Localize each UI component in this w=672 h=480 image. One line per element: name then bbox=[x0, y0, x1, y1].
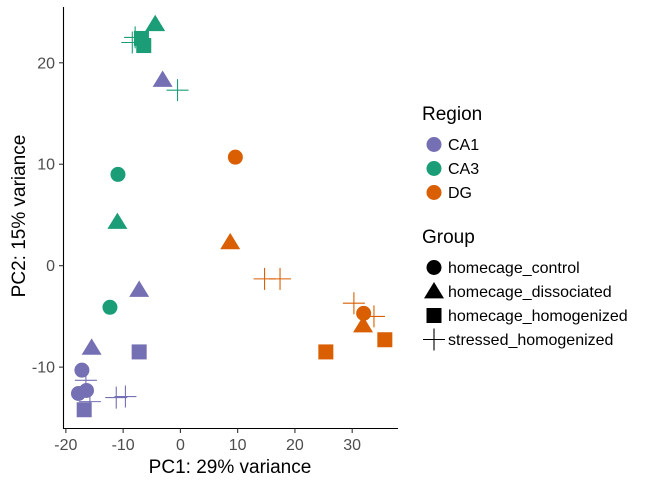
data-point bbox=[166, 79, 189, 102]
data-point bbox=[227, 149, 243, 165]
legend-label: CA1 bbox=[448, 137, 479, 154]
legend-key-ca3 bbox=[426, 161, 442, 176]
data-point bbox=[220, 232, 241, 250]
legend-key-circle bbox=[426, 260, 442, 275]
legend-key-ca1 bbox=[426, 137, 442, 152]
legend-key-square bbox=[426, 308, 442, 323]
data-point bbox=[114, 385, 137, 408]
legend-key-plus bbox=[423, 328, 445, 351]
data-point bbox=[145, 14, 166, 32]
x-axis-title: PC1: 29% variance bbox=[149, 457, 312, 478]
x-tick-label: 30 bbox=[343, 437, 361, 454]
x-axis-ticks: -20 -10 0 10 20 30 bbox=[54, 428, 361, 454]
data-point bbox=[131, 344, 147, 360]
legend-label: CA3 bbox=[448, 161, 479, 178]
data-point bbox=[105, 386, 128, 409]
data-point bbox=[353, 316, 374, 333]
legend: Region CA1 CA3 DG Group homecage_controlhomec… bbox=[422, 104, 628, 351]
data-point bbox=[102, 299, 118, 315]
x-tick-label: 10 bbox=[229, 437, 247, 454]
y-axis-title: PC2: 15% variance bbox=[9, 135, 30, 298]
legend-label: homecage_control bbox=[448, 260, 580, 277]
data-point bbox=[78, 390, 101, 413]
y-tick-label: 20 bbox=[37, 55, 55, 72]
data-point bbox=[136, 38, 152, 54]
data-point bbox=[110, 166, 126, 182]
y-axis-ticks: 20 10 0 -10 bbox=[32, 55, 64, 377]
data-point bbox=[318, 344, 334, 360]
data-point bbox=[342, 292, 365, 315]
x-tick-label: -20 bbox=[54, 437, 77, 454]
legend-key-dg bbox=[426, 185, 442, 200]
data-point bbox=[78, 382, 94, 398]
x-tick-label: 20 bbox=[286, 437, 304, 454]
legend-key-triangle bbox=[424, 282, 444, 299]
data-point bbox=[107, 212, 128, 229]
x-tick-label: 0 bbox=[176, 437, 185, 454]
legend-label: DG bbox=[448, 185, 472, 202]
data-point bbox=[152, 70, 173, 87]
data-point bbox=[76, 402, 92, 418]
data-point bbox=[124, 26, 147, 49]
legend-title-region: Region bbox=[422, 104, 482, 125]
data-point bbox=[377, 332, 393, 348]
data-point bbox=[356, 305, 372, 321]
data-point bbox=[362, 305, 385, 328]
legend-label: stressed_homogenized bbox=[448, 332, 613, 349]
data-points bbox=[70, 14, 393, 418]
data-point bbox=[269, 267, 292, 290]
data-point bbox=[74, 362, 90, 378]
y-tick-label: 10 bbox=[37, 157, 55, 174]
data-point bbox=[121, 31, 144, 54]
data-point bbox=[81, 338, 102, 355]
x-tick-label: -10 bbox=[112, 437, 135, 454]
legend-title-group: Group bbox=[422, 227, 475, 248]
data-point bbox=[74, 369, 97, 392]
y-tick-label: -10 bbox=[32, 360, 55, 377]
legend-label: homecage_homogenized bbox=[448, 308, 628, 325]
y-tick-label: 0 bbox=[46, 258, 55, 275]
data-point bbox=[129, 280, 150, 297]
legend-label: homecage_dissociated bbox=[448, 284, 612, 301]
